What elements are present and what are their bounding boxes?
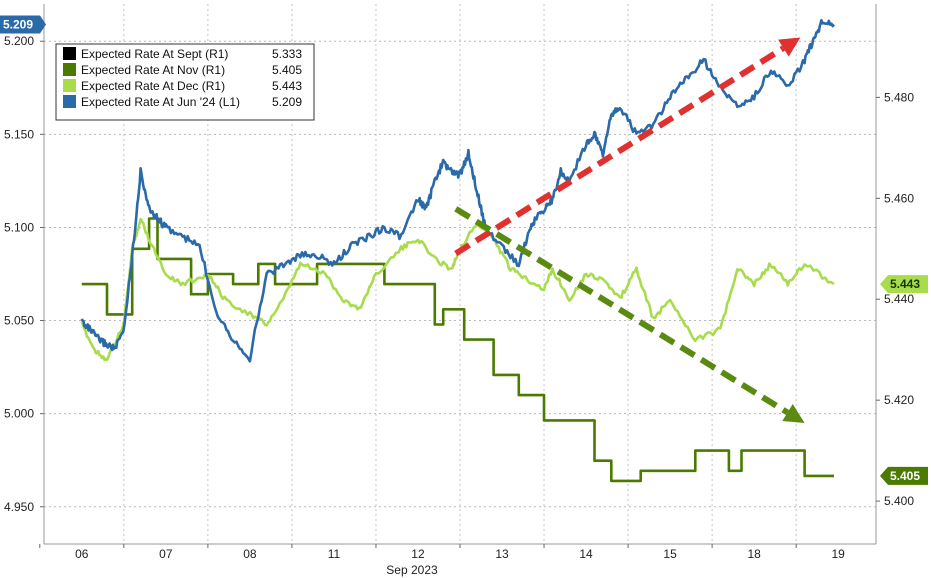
right-value-tag	[880, 275, 928, 294]
trend-arrow-shaft	[454, 45, 786, 257]
legend-box	[55, 43, 315, 121]
x-tick-label: 07	[159, 547, 173, 561]
legend-swatch	[63, 63, 76, 76]
x-tick-label: 14	[579, 547, 593, 561]
x-axis-ticks: 06 07 08 11 12 13 14 15 18 19	[39, 544, 846, 561]
legend-value: 5.443	[272, 79, 302, 93]
legend-swatch	[63, 95, 76, 108]
trend-arrow-head	[778, 37, 801, 57]
legend-value: 5.333	[272, 47, 302, 61]
series-line-nov	[81, 217, 834, 483]
left-tick-label: 5.000	[4, 407, 34, 421]
left-tick-label: 5.150	[4, 127, 34, 141]
legend-label: Expected Rate At Dec (R1)	[81, 79, 225, 93]
left-value-tag	[0, 15, 46, 34]
x-axis-month-label: Sep 2023	[386, 563, 438, 577]
legend-label: Expected Rate At Nov (R1)	[81, 63, 225, 77]
right-value-tag-label: 5.443	[890, 277, 920, 291]
legend: Expected Rate At Sept (R1) 5.333 Expected …	[55, 43, 315, 121]
right-axis-ticks: 5.480 5.460 5.440 5.420 5.400	[876, 90, 914, 508]
legend-label: Expected Rate At Jun '24 (L1)	[81, 95, 240, 109]
trend-arrow-shaft	[454, 206, 790, 416]
legend-value: 5.209	[272, 95, 302, 109]
series-line-jun24	[80, 19, 836, 363]
x-tick-label: 19	[832, 547, 846, 561]
series-line-dec	[80, 217, 835, 362]
left-tick-label: 4.950	[4, 500, 34, 514]
legend-swatch	[63, 79, 76, 92]
legend-swatch	[63, 47, 76, 60]
legend-value: 5.405	[272, 63, 302, 77]
right-tick-label: 5.440	[884, 292, 914, 306]
last-value-tags: 5.209 5.443 5.405	[0, 15, 928, 485]
right-tick-label: 5.460	[884, 191, 914, 205]
x-tick-label: 06	[75, 547, 89, 561]
right-tick-label: 5.480	[884, 90, 914, 104]
x-tick-label: 18	[747, 547, 761, 561]
x-tick-label: 12	[411, 547, 425, 561]
x-tick-label: 08	[243, 547, 257, 561]
left-value-tag-label: 5.209	[3, 17, 33, 31]
x-tick-label: 11	[328, 547, 341, 561]
right-tick-label: 5.400	[884, 494, 914, 508]
left-tick-label: 5.100	[4, 220, 34, 234]
right-value-tag	[880, 466, 928, 485]
left-axis-ticks: 5.200 5.150 5.100 5.050 5.000 4.950	[4, 34, 44, 514]
left-tick-label: 5.050	[4, 314, 34, 328]
x-tick-label: 15	[663, 547, 677, 561]
legend-label: Expected Rate At Sept (R1)	[81, 47, 228, 61]
trend-arrow-head	[782, 403, 805, 423]
right-value-tag-label: 5.405	[890, 469, 920, 483]
x-tick-label: 13	[495, 547, 509, 561]
right-tick-label: 5.420	[884, 393, 914, 407]
series-layer	[80, 19, 836, 483]
left-tick-label: 5.200	[4, 34, 34, 48]
arrow-layer	[454, 37, 805, 423]
